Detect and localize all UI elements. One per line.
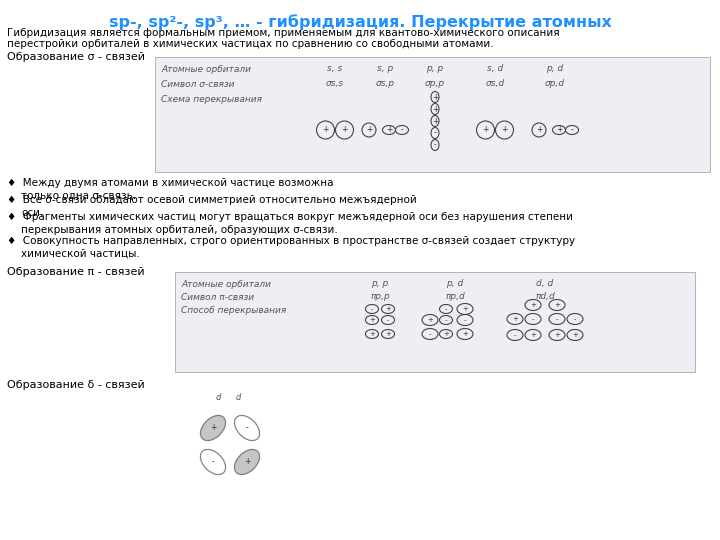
Text: -: - (574, 316, 576, 322)
Text: p, d: p, d (546, 64, 564, 73)
Text: -: - (445, 317, 447, 323)
Text: +: + (432, 117, 438, 125)
Text: +: + (556, 125, 562, 134)
Text: +: + (432, 92, 438, 102)
Text: s, s: s, s (328, 64, 343, 73)
Text: s, d: s, d (487, 64, 503, 73)
Text: +: + (462, 306, 468, 312)
Text: -: - (400, 125, 403, 134)
Text: Символ π-связи: Символ π-связи (181, 293, 254, 302)
Text: -: - (433, 129, 436, 138)
Text: -: - (371, 306, 373, 312)
Text: σp,p: σp,p (425, 79, 445, 88)
Text: +: + (432, 105, 438, 113)
Text: +: + (482, 125, 489, 134)
Text: ♦  Фрагменты химических частиц могут вращаться вокруг межъядерной оси без наруше: ♦ Фрагменты химических частиц могут вращ… (7, 212, 573, 222)
Text: +: + (210, 423, 216, 433)
Text: перекрывания атомных орбиталей, образующих σ-связи.: перекрывания атомных орбиталей, образующ… (21, 225, 338, 235)
Text: -: - (212, 457, 215, 467)
Text: -: - (556, 316, 558, 322)
Text: -: - (433, 140, 436, 150)
Text: σp,d: σp,d (545, 79, 565, 88)
Text: ♦  Между двумя атомами в химической частице возможна: ♦ Между двумя атомами в химической части… (7, 178, 333, 188)
Text: +: + (323, 125, 329, 134)
Text: -: - (428, 331, 431, 337)
Text: +: + (341, 125, 348, 134)
Text: ♦  Все σ-связи обладают осевой симметрией относительно межъядерной: ♦ Все σ-связи обладают осевой симметрией… (7, 195, 417, 205)
Bar (175, 272, 695, 372)
Text: +: + (244, 457, 250, 467)
Text: Атомные орбитали: Атомные орбитали (161, 65, 251, 74)
Text: πd,d: πd,d (535, 292, 555, 301)
Text: -: - (464, 317, 467, 323)
Text: оси.: оси. (21, 208, 43, 218)
Text: σs,p: σs,p (375, 79, 395, 88)
Text: +: + (554, 302, 560, 308)
Text: Способ перекрывания: Способ перекрывания (181, 306, 287, 315)
Text: Символ σ-связи: Символ σ-связи (161, 80, 235, 89)
Text: Образование σ - связей: Образование σ - связей (7, 52, 145, 62)
Text: Образование π - связей: Образование π - связей (7, 267, 145, 277)
Text: ♦  Совокупность направленных, строго ориентированных в пространстве σ-связей соз: ♦ Совокупность направленных, строго орие… (7, 236, 575, 246)
Text: +: + (366, 125, 372, 134)
Text: +: + (530, 332, 536, 338)
Text: sp-, sp²-, sp³, … - гибридизация. Перекрытие атомных: sp-, sp²-, sp³, … - гибридизация. Перекр… (109, 14, 611, 30)
Text: p, p: p, p (372, 279, 389, 288)
Ellipse shape (235, 449, 259, 475)
Text: d: d (215, 393, 221, 402)
Ellipse shape (200, 415, 225, 441)
Text: +: + (536, 125, 542, 134)
Text: химической частицы.: химической частицы. (21, 249, 140, 259)
Text: +: + (501, 125, 508, 134)
Text: Образование δ - связей: Образование δ - связей (7, 380, 145, 390)
Text: +: + (530, 302, 536, 308)
Text: -: - (532, 316, 534, 322)
Text: σs,d: σs,d (485, 79, 505, 88)
Text: -: - (571, 125, 573, 134)
Bar (155, 57, 710, 172)
Text: p, p: p, p (426, 64, 444, 73)
Text: -: - (514, 332, 516, 338)
Text: +: + (443, 331, 449, 337)
Text: s, p: s, p (377, 64, 393, 73)
Text: Гибридизация является формальным приемом, применяемым для квантово-химического о: Гибридизация является формальным приемом… (7, 28, 559, 38)
Text: -: - (387, 317, 390, 323)
Text: +: + (386, 125, 392, 134)
Text: Схема перекрывания: Схема перекрывания (161, 95, 262, 104)
Text: только одна σ-связь.: только одна σ-связь. (21, 191, 136, 201)
Text: +: + (512, 316, 518, 322)
Text: +: + (427, 317, 433, 323)
Text: +: + (554, 332, 560, 338)
Text: σs,s: σs,s (326, 79, 344, 88)
Text: -: - (445, 306, 447, 312)
Text: Атомные орбитали: Атомные орбитали (181, 280, 271, 289)
Text: d: d (235, 393, 240, 402)
Text: перестройки орбиталей в химических частицах по сравнению со свободными атомами.: перестройки орбиталей в химических части… (7, 39, 494, 49)
Text: +: + (462, 331, 468, 337)
Text: +: + (572, 332, 578, 338)
Text: +: + (385, 306, 391, 312)
Text: πp,d: πp,d (445, 292, 465, 301)
Text: d, d: d, d (536, 279, 554, 288)
Text: +: + (385, 331, 391, 337)
Text: p, d: p, d (446, 279, 464, 288)
Text: +: + (369, 331, 375, 337)
Text: πp,p: πp,p (370, 292, 390, 301)
Text: -: - (246, 423, 248, 433)
Text: +: + (369, 317, 375, 323)
